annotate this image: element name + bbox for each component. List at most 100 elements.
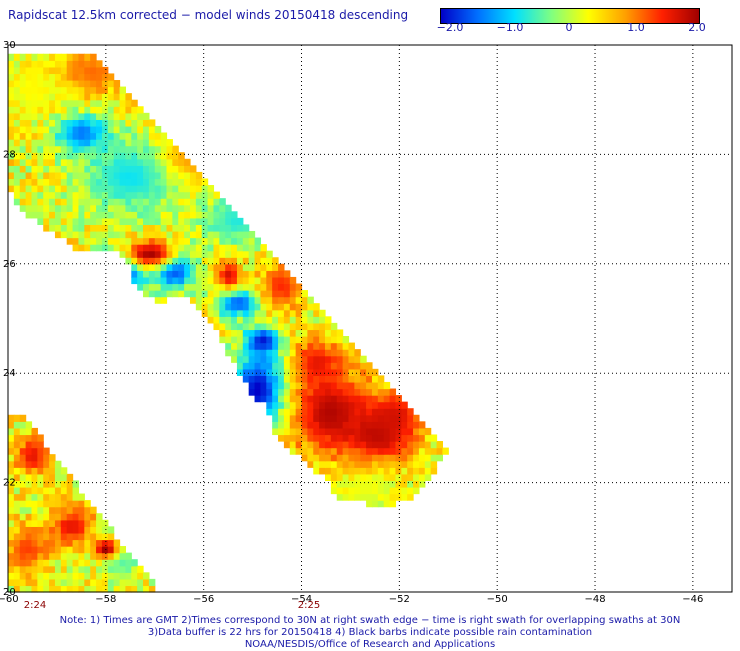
wind-cell xyxy=(37,132,44,140)
wind-cell xyxy=(19,546,27,554)
wind-cell xyxy=(336,329,344,337)
wind-cell xyxy=(260,283,267,291)
wind-cell xyxy=(54,125,62,134)
wind-cell xyxy=(107,244,115,252)
wind-cell xyxy=(60,486,68,495)
wind-cell xyxy=(160,191,168,199)
wind-cell xyxy=(418,454,426,462)
wind-cell xyxy=(366,381,373,390)
wind-cell xyxy=(377,395,385,403)
wind-cell xyxy=(90,578,97,587)
wind-cell xyxy=(272,395,279,403)
wind-cell xyxy=(172,185,179,193)
wind-cell xyxy=(148,217,156,226)
wind-cell xyxy=(319,322,326,331)
wind-cell xyxy=(166,257,173,265)
wind-cell xyxy=(43,60,50,68)
wind-cell xyxy=(266,283,273,291)
wind-cell xyxy=(31,467,38,475)
wind-cell xyxy=(113,585,121,593)
wind-cell xyxy=(137,244,144,252)
wind-cell xyxy=(131,230,138,239)
wind-cell xyxy=(172,270,179,278)
wind-cell xyxy=(84,546,91,554)
wind-cell xyxy=(231,296,238,304)
wind-cell xyxy=(307,329,314,337)
wind-cell xyxy=(189,165,197,173)
wind-cell xyxy=(8,80,15,88)
wind-cell xyxy=(319,388,326,396)
wind-cell xyxy=(254,263,262,271)
wind-cell xyxy=(37,486,44,495)
wind-cell xyxy=(389,388,397,396)
wind-cell xyxy=(154,152,162,160)
wind-cell xyxy=(348,349,355,357)
wind-cell xyxy=(143,152,150,160)
wind-cell xyxy=(13,460,21,468)
wind-cell xyxy=(295,309,303,317)
wind-cell xyxy=(289,381,297,390)
wind-cell xyxy=(336,408,344,416)
wind-cell xyxy=(289,303,297,311)
wind-cell xyxy=(66,53,74,61)
wind-cell xyxy=(278,276,285,285)
wind-cell xyxy=(383,401,391,409)
wind-cell xyxy=(90,80,97,88)
wind-cell xyxy=(101,139,109,147)
wind-cell xyxy=(96,86,103,94)
wind-cell xyxy=(107,211,115,219)
wind-cell xyxy=(254,381,262,390)
wind-cell xyxy=(125,165,132,173)
wind-cell xyxy=(37,473,44,482)
wind-cell xyxy=(137,585,144,593)
wind-cell xyxy=(60,99,68,107)
wind-cell xyxy=(13,454,21,462)
wind-cell xyxy=(254,303,262,311)
wind-cell xyxy=(313,441,320,449)
wind-cell xyxy=(54,152,62,160)
wind-cell xyxy=(236,217,244,226)
wind-cell xyxy=(225,230,232,239)
wind-cell xyxy=(60,191,68,199)
wind-cell xyxy=(31,519,38,527)
wind-cell xyxy=(266,250,273,258)
wind-cell xyxy=(313,381,320,390)
wind-cell xyxy=(84,217,91,226)
wind-cell xyxy=(242,362,250,370)
wind-cell xyxy=(78,86,85,94)
wind-cell xyxy=(313,414,320,422)
wind-cell xyxy=(37,152,44,160)
wind-cell xyxy=(19,572,27,580)
wind-cell xyxy=(25,460,33,468)
wind-cell xyxy=(272,296,279,304)
wind-cell xyxy=(78,66,85,75)
wind-cell xyxy=(148,132,156,140)
wind-cell xyxy=(78,217,85,226)
wind-cell xyxy=(96,119,103,127)
wind-cell xyxy=(8,513,15,521)
wind-cell xyxy=(37,532,44,541)
wind-cell xyxy=(289,368,297,376)
wind-cell xyxy=(154,224,162,232)
wind-cell xyxy=(236,270,244,278)
wind-cell xyxy=(107,171,115,180)
wind-cell xyxy=(201,185,209,193)
wind-cell xyxy=(37,500,44,508)
wind-cell xyxy=(19,185,27,193)
wind-cell xyxy=(260,395,267,403)
wind-cell xyxy=(278,388,285,396)
wind-cell xyxy=(307,322,314,331)
wind-cell xyxy=(78,60,85,68)
wind-cell xyxy=(383,388,391,396)
wind-cell xyxy=(101,559,109,567)
wind-cell xyxy=(131,171,138,180)
wind-cell xyxy=(25,93,33,101)
wind-cell xyxy=(25,427,33,436)
wind-cell xyxy=(31,559,38,567)
wind-cell xyxy=(154,171,162,180)
wind-cell xyxy=(107,585,115,593)
wind-cell xyxy=(160,198,168,206)
wind-cell xyxy=(348,447,355,455)
wind-cell xyxy=(113,546,121,554)
wind-cell xyxy=(60,467,68,475)
